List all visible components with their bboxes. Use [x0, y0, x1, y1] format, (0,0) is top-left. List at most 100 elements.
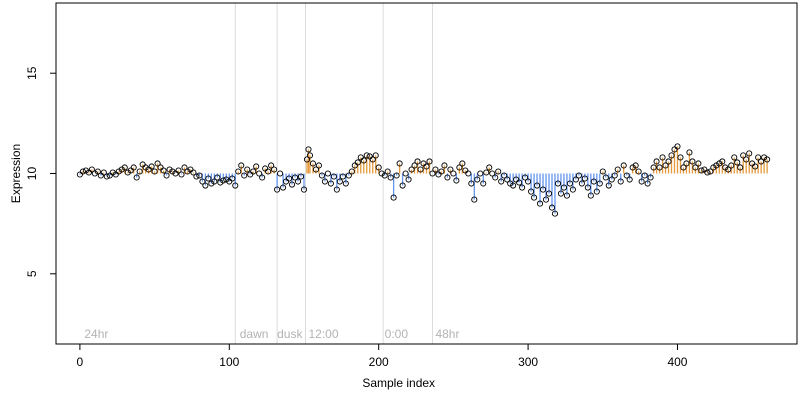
data-point	[704, 169, 711, 176]
data-point	[268, 162, 275, 169]
data-point	[578, 180, 585, 187]
data-point	[79, 168, 86, 175]
data-point	[405, 176, 412, 183]
data-point	[286, 175, 293, 182]
data-point	[438, 168, 445, 175]
data-point	[235, 168, 242, 175]
data-point	[617, 178, 624, 185]
data-point	[557, 190, 565, 197]
data-point	[560, 184, 567, 191]
event-annotations: 24hr dawn dusk 12:00 0:00 48hr	[84, 327, 459, 341]
data-point	[677, 154, 684, 161]
data-point	[214, 174, 221, 181]
data-point	[315, 162, 322, 169]
data-point	[450, 170, 457, 177]
data-point	[103, 173, 110, 180]
data-point	[432, 166, 439, 173]
data-point	[566, 180, 573, 187]
data-point	[387, 174, 394, 181]
data-point	[199, 178, 206, 185]
data-point	[163, 172, 170, 179]
data-point	[480, 180, 487, 187]
data-point	[396, 160, 403, 167]
data-point	[390, 194, 397, 201]
data-point	[250, 168, 257, 175]
data-point	[100, 169, 107, 176]
data-point	[534, 182, 541, 189]
data-point	[363, 152, 370, 159]
y-tick-label: 10	[25, 167, 39, 181]
data-point	[522, 174, 529, 181]
annotation-1: dawn	[240, 327, 269, 341]
data-point	[441, 162, 448, 169]
data-point	[133, 174, 140, 181]
data-point	[489, 170, 496, 177]
data-point	[444, 174, 451, 181]
data-point	[393, 172, 400, 179]
data-point	[614, 166, 621, 173]
data-point	[345, 172, 352, 179]
data-point	[719, 158, 726, 165]
data-point	[755, 154, 762, 161]
data-point	[256, 170, 263, 177]
data-point	[531, 194, 538, 201]
data-point	[196, 172, 203, 179]
data-point	[381, 172, 388, 179]
data-point	[656, 164, 663, 171]
data-point	[504, 176, 511, 183]
data-point	[408, 166, 415, 173]
x-tick-label: 400	[667, 355, 687, 369]
data-point	[417, 166, 424, 173]
data-point	[501, 172, 508, 179]
data-point	[241, 172, 248, 179]
data-point	[641, 172, 648, 179]
data-point	[644, 180, 651, 187]
data-point	[674, 143, 681, 150]
data-point	[253, 163, 260, 170]
x-tick-label: 100	[219, 355, 239, 369]
data-point	[536, 200, 544, 207]
data-point	[653, 158, 660, 165]
data-point	[758, 158, 765, 165]
data-point	[426, 158, 433, 165]
data-point	[602, 174, 609, 181]
data-point	[668, 152, 675, 159]
y-axis-title: Expression	[9, 144, 23, 203]
data-point	[477, 170, 484, 177]
data-point	[181, 164, 188, 171]
data-point	[354, 159, 361, 166]
data-point	[205, 175, 212, 182]
data-point	[456, 164, 463, 171]
data-point	[303, 156, 311, 163]
data-point	[635, 168, 642, 175]
data-point	[626, 176, 633, 183]
data-point	[300, 186, 308, 193]
data-point	[554, 180, 562, 187]
data-point	[280, 184, 287, 191]
data-point	[288, 181, 296, 188]
data-point	[342, 180, 349, 187]
data-point	[259, 174, 266, 181]
data-point	[265, 168, 272, 175]
x-tick-label: 200	[369, 355, 389, 369]
data-point	[665, 158, 672, 165]
data-point	[737, 164, 744, 171]
data-point	[402, 170, 409, 177]
data-point	[581, 175, 588, 182]
data-point	[294, 178, 302, 185]
data-point	[740, 152, 747, 159]
data-point	[130, 164, 137, 171]
data-point	[447, 166, 454, 173]
data-point	[686, 149, 693, 156]
data-point	[731, 154, 738, 161]
data-point	[608, 176, 615, 183]
data-point	[605, 182, 612, 189]
data-point	[548, 204, 556, 211]
annotation-2: dusk	[277, 327, 303, 341]
data-point	[175, 167, 182, 174]
data-point	[498, 178, 505, 185]
data-point	[474, 176, 481, 183]
x-tick-label: 0	[77, 355, 84, 369]
data-point	[375, 164, 382, 171]
x-axis: 0 100 200 300 400	[77, 343, 688, 369]
